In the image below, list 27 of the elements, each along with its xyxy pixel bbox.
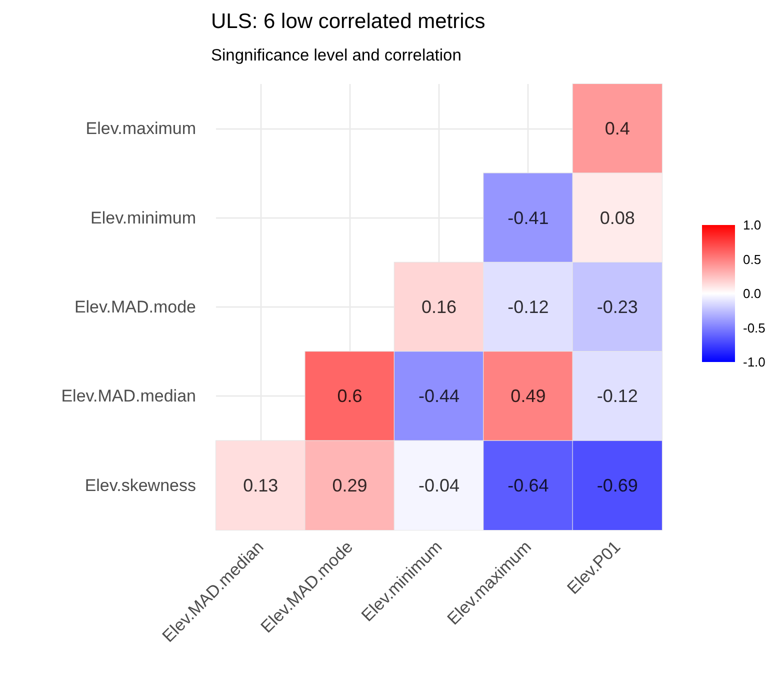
chart-subtitle: Singnificance level and correlation — [211, 46, 462, 64]
data-label: 0.49 — [510, 386, 546, 406]
data-label: 0.6 — [337, 386, 362, 406]
y-tick-label: Elev.MAD.median — [61, 386, 196, 406]
y-tick-label: Elev.MAD.mode — [74, 298, 196, 316]
data-label: 0.16 — [421, 297, 457, 317]
data-label: 0.13 — [243, 475, 278, 496]
y-tick-label: Elev.minimum — [90, 208, 196, 228]
color-bar-label: 0.0 — [743, 286, 762, 301]
color-bar-label: 1.0 — [743, 218, 762, 232]
color-bar-label: -1.0 — [743, 354, 766, 370]
color-bar-label: 0.5 — [743, 252, 762, 267]
data-label: -0.64 — [508, 475, 549, 496]
data-label: -0.12 — [508, 297, 549, 317]
data-label: 0.08 — [600, 208, 635, 228]
data-label: -0.69 — [596, 475, 638, 496]
data-label: -0.41 — [508, 208, 549, 228]
y-tick-label: Elev.skewness — [84, 476, 196, 495]
color-bar-label: -0.5 — [743, 320, 766, 336]
data-label: 0.29 — [332, 475, 368, 496]
data-label: -0.12 — [596, 386, 638, 406]
chart-title: ULS: 6 low correlated metrics — [211, 10, 486, 33]
data-label: -0.04 — [418, 475, 460, 496]
data-label: -0.44 — [418, 386, 460, 406]
data-label: 0.4 — [604, 118, 630, 139]
data-label: -0.23 — [596, 297, 638, 317]
y-tick-label: Elev.maximum — [86, 119, 196, 138]
